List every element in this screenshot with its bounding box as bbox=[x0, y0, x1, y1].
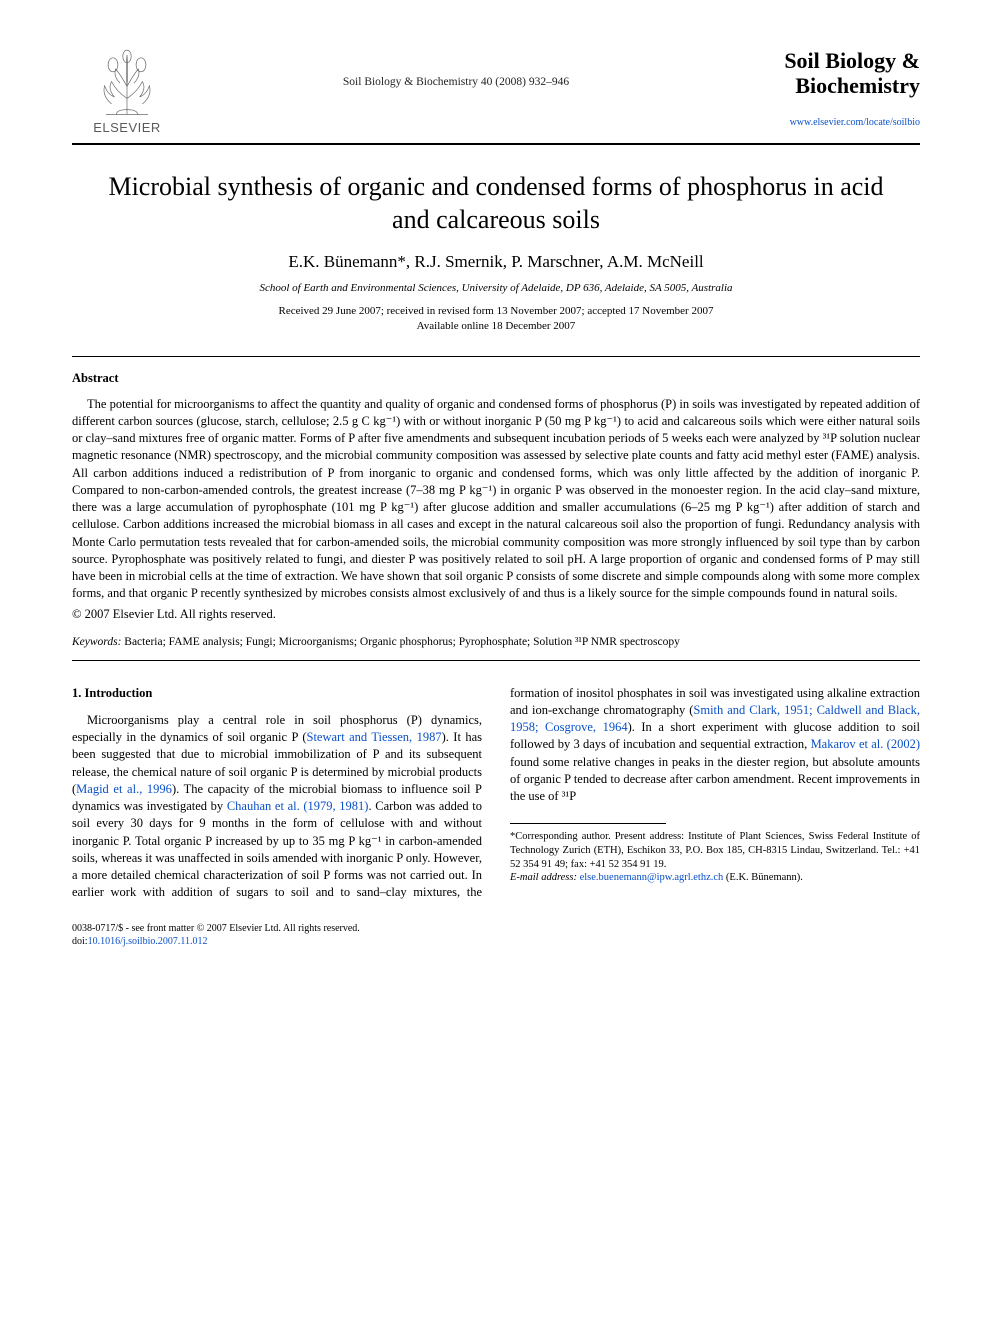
footnote-rule bbox=[510, 823, 666, 824]
affiliation: School of Earth and Environmental Scienc… bbox=[72, 282, 920, 294]
journal-reference: Soil Biology & Biochemistry 40 (2008) 93… bbox=[182, 48, 730, 88]
front-matter-line: 0038-0717/$ - see front matter © 2007 El… bbox=[72, 922, 920, 935]
doi-line: doi:10.1016/j.soilbio.2007.11.012 bbox=[72, 935, 920, 948]
publisher-logo-block: ELSEVIER bbox=[72, 48, 182, 135]
publisher-name: ELSEVIER bbox=[93, 120, 161, 135]
doi-label: doi: bbox=[72, 936, 88, 947]
keywords-line: Keywords: Bacteria; FAME analysis; Fungi… bbox=[72, 636, 920, 648]
article-title: Microbial synthesis of organic and conde… bbox=[92, 171, 900, 236]
email-suffix: (E.K. Bünemann). bbox=[726, 872, 803, 883]
section-1-heading: 1. Introduction bbox=[72, 685, 482, 702]
citation-magid[interactable]: Magid et al., 1996 bbox=[76, 782, 172, 796]
footnote-email-line: E-mail address: else.buenemann@ipw.agrl.… bbox=[510, 871, 920, 885]
journal-title-line2: Biochemistry bbox=[730, 73, 920, 98]
journal-header: ELSEVIER Soil Biology & Biochemistry 40 … bbox=[72, 48, 920, 135]
keywords-list: Bacteria; FAME analysis; Fungi; Microorg… bbox=[124, 636, 680, 648]
authors: E.K. Bünemann*, R.J. Smernik, P. Marschn… bbox=[72, 252, 920, 272]
doi-link[interactable]: 10.1016/j.soilbio.2007.11.012 bbox=[88, 936, 208, 947]
journal-website-link[interactable]: www.elsevier.com/locate/soilbio bbox=[730, 117, 920, 128]
header-rule-bottom bbox=[72, 144, 920, 145]
keywords-label: Keywords: bbox=[72, 636, 121, 648]
front-matter-footer: 0038-0717/$ - see front matter © 2007 El… bbox=[72, 922, 920, 948]
abstract-copyright: © 2007 Elsevier Ltd. All rights reserved… bbox=[72, 607, 920, 622]
abstract-body: The potential for microorganisms to affe… bbox=[72, 396, 920, 603]
article-dates: Received 29 June 2007; received in revis… bbox=[72, 304, 920, 334]
corresponding-author-footnote: *Corresponding author. Present address: … bbox=[510, 830, 920, 885]
email-label: E-mail address: bbox=[510, 872, 577, 883]
received-line: Received 29 June 2007; received in revis… bbox=[279, 305, 714, 317]
citation-makarov[interactable]: Makarov et al. (2002) bbox=[811, 737, 920, 751]
intro-text-2c: found some relative changes in peaks in … bbox=[510, 755, 920, 804]
citation-stewart[interactable]: Stewart and Tiessen, 1987 bbox=[307, 730, 442, 744]
journal-title-block: Soil Biology & Biochemistry www.elsevier… bbox=[730, 48, 920, 128]
abstract-bottom-rule bbox=[72, 660, 920, 661]
intro-text-1d: . Carbon was bbox=[368, 799, 435, 813]
abstract-top-rule bbox=[72, 356, 920, 357]
elsevier-tree-icon bbox=[92, 48, 162, 118]
abstract-heading: Abstract bbox=[72, 371, 920, 386]
body-columns: 1. Introduction Microorganisms play a ce… bbox=[72, 685, 920, 902]
available-line: Available online 18 December 2007 bbox=[417, 320, 576, 332]
journal-title-line1: Soil Biology & bbox=[730, 48, 920, 73]
author-email-link[interactable]: else.buenemann@ipw.agrl.ethz.ch bbox=[580, 872, 724, 883]
citation-chauhan[interactable]: Chauhan et al. (1979, 1981) bbox=[227, 799, 369, 813]
footnote-address: *Corresponding author. Present address: … bbox=[510, 830, 920, 871]
